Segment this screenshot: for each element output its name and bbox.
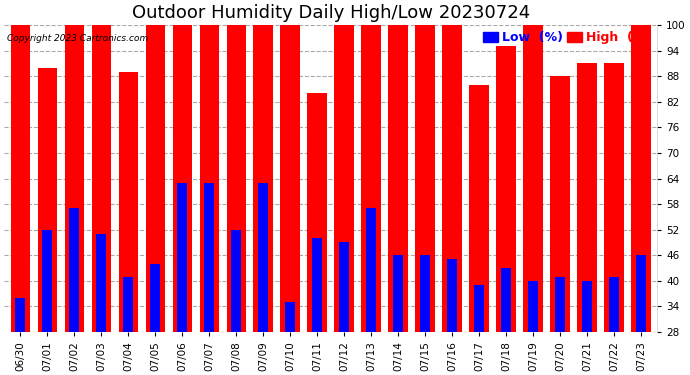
Bar	[582, 281, 592, 375]
Bar	[362, 25, 381, 375]
Bar	[636, 255, 646, 375]
Bar	[231, 230, 241, 375]
Bar	[92, 25, 111, 375]
Bar	[551, 76, 570, 375]
Bar	[442, 25, 462, 375]
Bar	[469, 85, 489, 375]
Legend: Low  (%), High  (%): Low (%), High (%)	[478, 26, 656, 50]
Bar	[335, 25, 354, 375]
Bar	[199, 25, 219, 375]
Bar	[366, 209, 376, 375]
Text: Copyright 2023 Cartronics.com: Copyright 2023 Cartronics.com	[8, 34, 148, 44]
Bar	[38, 68, 57, 375]
Bar	[393, 255, 403, 375]
Bar	[286, 302, 295, 375]
Bar	[501, 268, 511, 375]
Bar	[474, 285, 484, 375]
Bar	[258, 183, 268, 375]
Bar	[609, 276, 619, 375]
Bar	[339, 243, 349, 375]
Bar	[10, 25, 30, 375]
Bar	[496, 46, 516, 375]
Bar	[172, 25, 192, 375]
Bar	[124, 276, 133, 375]
Bar	[415, 25, 435, 375]
Bar	[308, 93, 327, 375]
Bar	[146, 25, 165, 375]
Bar	[15, 298, 26, 375]
Bar	[97, 234, 106, 375]
Bar	[253, 25, 273, 375]
Bar	[150, 264, 160, 375]
Bar	[604, 63, 624, 375]
Title: Outdoor Humidity Daily High/Low 20230724: Outdoor Humidity Daily High/Low 20230724	[132, 4, 530, 22]
Bar	[119, 72, 138, 375]
Bar	[280, 25, 300, 375]
Bar	[555, 276, 565, 375]
Bar	[523, 25, 543, 375]
Bar	[313, 238, 322, 375]
Bar	[388, 25, 408, 375]
Bar	[420, 255, 430, 375]
Bar	[578, 63, 597, 375]
Bar	[204, 183, 214, 375]
Bar	[70, 209, 79, 375]
Bar	[65, 25, 84, 375]
Bar	[529, 281, 538, 375]
Bar	[447, 260, 457, 375]
Bar	[43, 230, 52, 375]
Bar	[226, 25, 246, 375]
Bar	[631, 25, 651, 375]
Bar	[177, 183, 187, 375]
